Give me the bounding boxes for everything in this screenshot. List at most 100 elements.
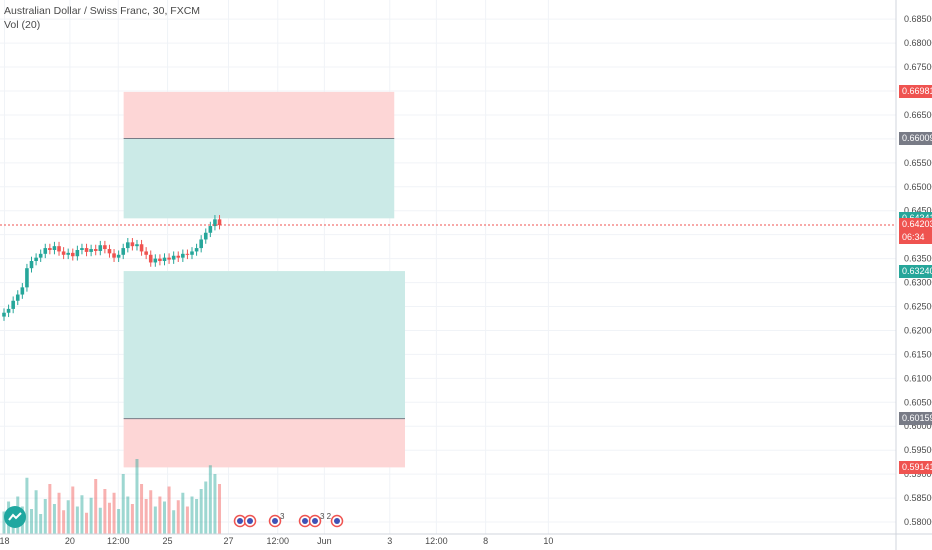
candle-body: [162, 257, 167, 262]
candle-body: [121, 248, 126, 255]
indicator-line: Vol (20): [4, 19, 41, 31]
volume-bar: [181, 492, 185, 534]
x-tick-label: 3: [387, 536, 392, 546]
volume-bar: [208, 465, 212, 534]
volume-bar: [204, 481, 208, 534]
x-tick-label: 12:00: [425, 536, 448, 546]
volume-bar: [30, 509, 34, 534]
x-tick-label: 18: [0, 536, 9, 546]
volume-bar: [98, 507, 102, 534]
candle-body: [176, 255, 181, 258]
candle-body: [217, 219, 222, 226]
x-tick-label: 10: [543, 536, 553, 546]
event-flag-center: [247, 518, 253, 524]
volume-bar: [52, 504, 56, 534]
x-tick-label: 8: [483, 536, 488, 546]
candle-body: [130, 242, 135, 247]
candle-body: [84, 248, 89, 252]
candle-body: [199, 239, 203, 249]
volume-bar: [48, 484, 52, 534]
candle-body: [29, 261, 34, 269]
event-count-label: 3: [280, 512, 285, 521]
candle-body: [15, 294, 20, 301]
volume-bar: [190, 496, 194, 534]
volume-bar: [218, 484, 222, 534]
chart-legend: Australian Dollar / Swiss Franc, 30, FXC…: [4, 4, 200, 32]
candle-body: [158, 258, 162, 262]
candle-body: [167, 257, 171, 260]
x-tick-label: 20: [65, 536, 75, 546]
event-flag-center: [302, 518, 308, 524]
candle-body: [116, 254, 121, 258]
symbol-line: Australian Dollar / Swiss Franc, 30, FXC…: [4, 5, 201, 17]
volume-bar: [39, 514, 43, 534]
volume-bar: [195, 499, 199, 534]
candle-body: [194, 248, 199, 252]
volume-bar: [149, 490, 153, 534]
candle-body: [190, 251, 194, 255]
volume-bar: [158, 496, 162, 534]
short-stop-zone: [123, 91, 395, 139]
volume-bar: [103, 489, 107, 534]
candle-body: [2, 312, 6, 317]
tradingview-logo-icon[interactable]: [4, 506, 26, 528]
y-tick-label: 0.58000: [904, 517, 932, 527]
candle-body: [75, 249, 80, 257]
candle-body: [89, 249, 93, 252]
candle-body: [103, 245, 107, 250]
candle-body: [61, 251, 66, 255]
volume-bar: [94, 479, 98, 534]
volume-bar: [2, 511, 6, 534]
volume-bar: [25, 477, 29, 534]
volume-bar: [199, 489, 203, 534]
candle-body: [43, 248, 48, 254]
candle-body: [48, 248, 52, 250]
candle-body: [148, 254, 153, 263]
volume-bar: [43, 499, 47, 534]
event-marker-icon: [243, 514, 257, 528]
candle-body: [66, 252, 70, 255]
price-tag-countdown: 06:34: [899, 230, 932, 244]
volume-bar: [85, 512, 89, 534]
event-flag-center: [237, 518, 243, 524]
x-tick-label: 12:00: [266, 536, 289, 546]
candle-body: [185, 253, 190, 255]
event-flag-center: [272, 518, 278, 524]
volume-bar: [153, 506, 157, 534]
volume-bar: [66, 500, 70, 534]
volume-bar: [75, 506, 79, 534]
candle-body: [20, 287, 25, 295]
volume-bar: [89, 497, 93, 534]
candle-body: [6, 308, 11, 313]
candle-body: [38, 253, 43, 258]
price-tag-loss: 0.59141: [899, 460, 932, 474]
event-flag-center: [312, 518, 318, 524]
long-stop-zone: [123, 418, 405, 468]
candle-body: [112, 253, 116, 258]
volume-bar: [140, 484, 144, 534]
volume-bar: [57, 492, 61, 534]
long-target-zone: [123, 271, 405, 419]
x-tick-label: 12:00: [107, 536, 130, 546]
volume-bar: [176, 500, 180, 534]
event-count-label: 3 2: [320, 512, 332, 521]
candle-body: [213, 219, 217, 227]
candle-body: [80, 248, 84, 250]
x-tick-label: 27: [223, 536, 233, 546]
volume-bar: [112, 492, 116, 534]
price-tag-last: 0.64203: [899, 218, 932, 232]
candle-body: [57, 246, 61, 252]
candle-body: [126, 242, 130, 249]
